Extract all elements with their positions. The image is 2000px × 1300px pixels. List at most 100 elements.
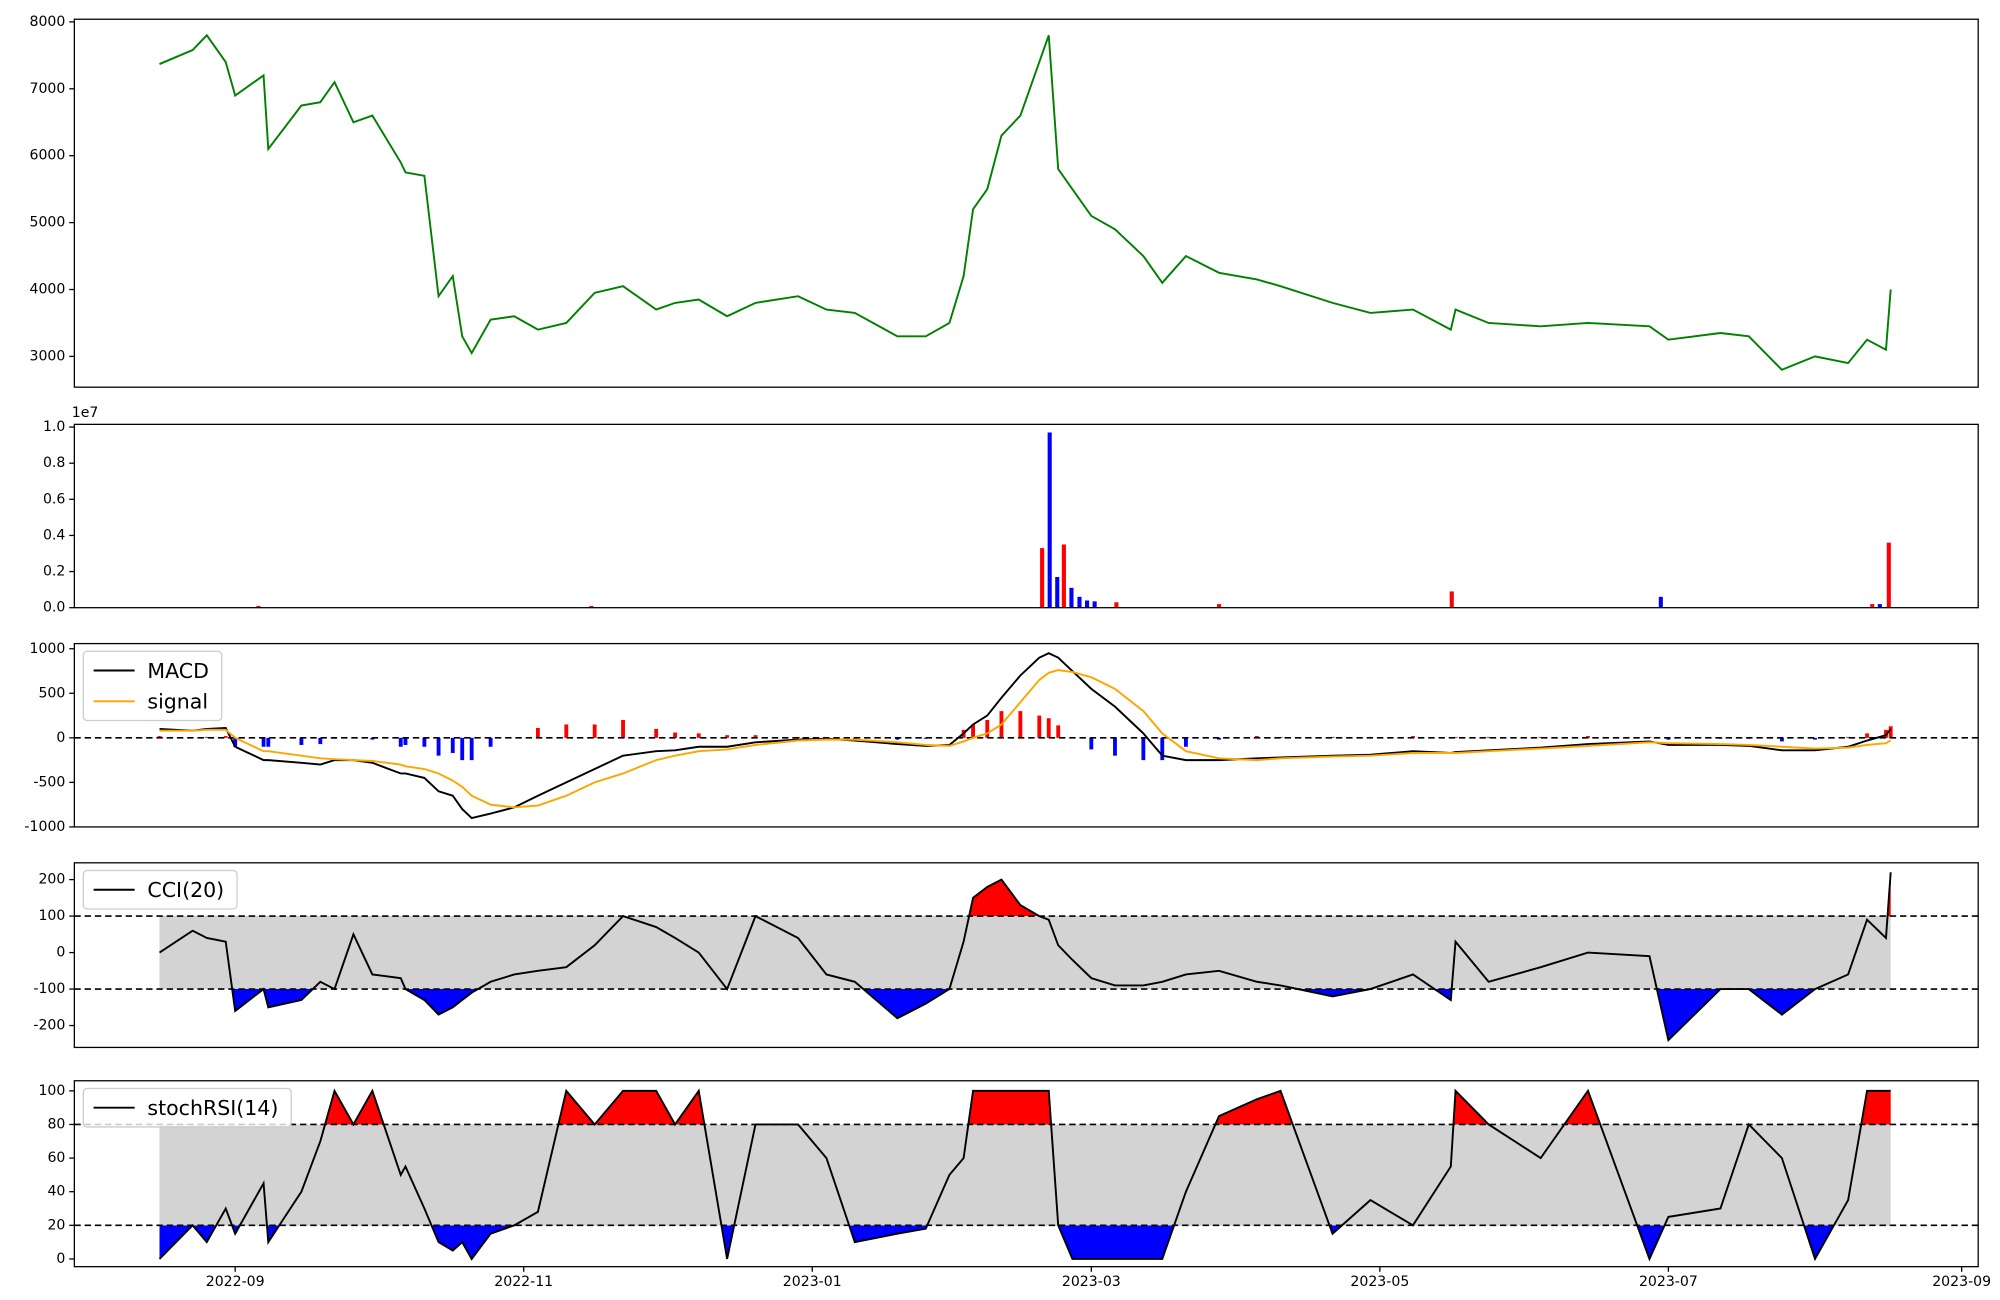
y-tick-label: 100 [38, 908, 65, 924]
histogram-bar [621, 720, 625, 738]
y-tick-label: 0 [56, 730, 65, 746]
histogram-bar [204, 736, 209, 738]
y-tick-label: -500 [33, 774, 65, 790]
plot-area [256, 432, 1891, 608]
volume-bar [1085, 600, 1090, 608]
legend-box [82, 869, 238, 910]
histogram-bar [1018, 711, 1023, 738]
histogram-bar [233, 737, 238, 747]
histogram-bar [592, 724, 597, 738]
plot-area [74, 872, 1979, 1043]
histogram-bar [696, 733, 701, 738]
histogram-bar [1183, 737, 1188, 747]
legend-label: MACD [147, 659, 208, 683]
y-tick-label: 1000 [30, 641, 66, 657]
histogram-bar [450, 737, 455, 753]
histogram-bar [673, 732, 677, 738]
histogram-bar [895, 737, 900, 740]
y-tick-label: 500 [38, 685, 65, 701]
histogram-bar [1037, 715, 1042, 738]
histogram-bar [753, 735, 758, 738]
histogram-bar [1779, 737, 1784, 742]
histogram-bar [564, 724, 569, 738]
y-tick-label: 0 [56, 1251, 65, 1267]
x-tick-label: 2023-09 [1932, 1274, 1991, 1290]
histogram-bar [985, 720, 990, 738]
histogram-bar [488, 737, 493, 747]
y-tick-label: 200 [38, 872, 65, 888]
histogram-bar [1160, 737, 1165, 761]
histogram-bar [1411, 736, 1415, 738]
histogram-bar [1217, 737, 1221, 740]
histogram-bar [1865, 733, 1869, 738]
x-tick-label: 2023-01 [783, 1274, 842, 1290]
axes-frame [73, 423, 1979, 609]
histogram-bar [1056, 725, 1061, 738]
histogram-bar [469, 737, 474, 761]
y-tick-label: -1000 [24, 819, 65, 835]
histogram-bar [1538, 736, 1543, 738]
plot-area [159, 33, 1892, 371]
offset-label: 1e7 [72, 405, 99, 421]
y-tick-label: 100 [38, 1083, 65, 1099]
volume-bar [1870, 604, 1875, 608]
y-tick-label: 0.4 [43, 527, 65, 543]
histogram-bar [971, 724, 975, 738]
histogram-bar [1888, 726, 1893, 738]
histogram-bar [1486, 736, 1491, 738]
y-tick-label: 7000 [30, 81, 66, 97]
x-tick-label: 2022-09 [206, 1274, 265, 1290]
histogram-bar [422, 737, 427, 747]
volume-bar [589, 605, 594, 608]
axes-frame [73, 642, 1979, 828]
volume-bar [1114, 602, 1119, 608]
x-tick-label: 2022-11 [494, 1274, 553, 1290]
histogram-bar [1813, 737, 1817, 740]
volume-bar [1047, 432, 1052, 608]
histogram-bar [370, 737, 375, 740]
y-tick-label: 80 [47, 1116, 65, 1132]
x-tick-label: 2023-07 [1639, 1274, 1698, 1290]
series-line [159, 33, 1892, 371]
histogram-bar [299, 737, 304, 745]
axes-frame [73, 18, 1979, 388]
volume-bar [1658, 596, 1663, 608]
plot-area [74, 652, 1979, 820]
y-tick-label: 0.2 [43, 564, 65, 580]
overbought-fill [325, 1090, 1891, 1125]
histogram-bar [1089, 737, 1094, 750]
histogram-bar [398, 737, 403, 747]
volume-bar [1077, 596, 1082, 608]
y-tick-label: 0.8 [43, 455, 65, 471]
series-line [159, 669, 1892, 809]
histogram-bar [1330, 736, 1335, 738]
histogram-bar [1254, 736, 1259, 738]
y-tick-label: -100 [33, 981, 65, 997]
histogram-bar [1141, 737, 1146, 761]
histogram-bar [318, 737, 323, 745]
histogram-bar [1113, 737, 1117, 756]
x-tick-label: 2023-05 [1350, 1274, 1409, 1290]
histogram-bar [460, 737, 465, 761]
y-tick-label: 3000 [30, 348, 66, 364]
volume-bar [1877, 604, 1882, 608]
histogram-bar [261, 737, 266, 747]
volume-bar [1040, 548, 1045, 608]
y-tick-label: 6000 [30, 148, 66, 164]
volume-bar [1216, 604, 1222, 608]
y-tick-label: 60 [47, 1150, 65, 1166]
histogram-bar [223, 736, 228, 738]
volume-bar [256, 605, 261, 608]
series-line [158, 872, 1892, 1043]
axes-frame [73, 1080, 1979, 1268]
neutral-band [159, 1124, 1891, 1226]
volume-bar [1055, 576, 1060, 608]
y-tick-label: 40 [47, 1184, 65, 1200]
histogram-bar [436, 737, 441, 756]
neutral-band [159, 916, 1891, 990]
y-tick-label: 1.0 [43, 419, 65, 435]
histogram-bar [725, 735, 730, 738]
y-tick-label: -200 [33, 1018, 65, 1034]
histogram-bar [266, 737, 271, 747]
